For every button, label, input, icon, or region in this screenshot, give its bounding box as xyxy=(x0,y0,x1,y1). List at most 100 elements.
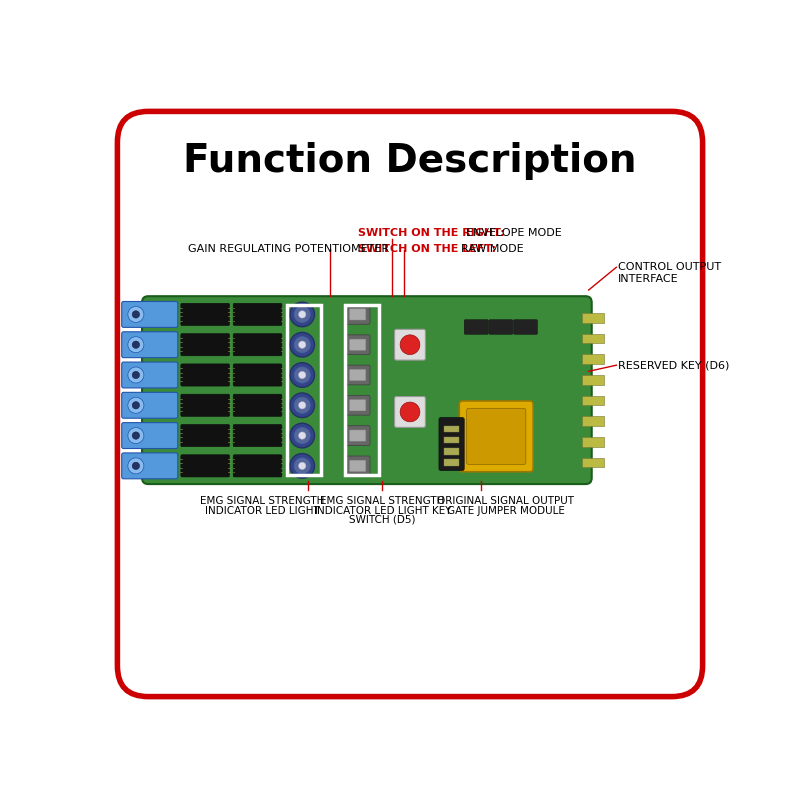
Text: SWITCH (D5): SWITCH (D5) xyxy=(349,515,415,525)
FancyBboxPatch shape xyxy=(181,454,230,477)
Bar xyxy=(444,426,459,432)
Circle shape xyxy=(298,310,306,318)
Bar xyxy=(582,334,604,343)
Circle shape xyxy=(298,341,306,349)
Text: EMG SIGNAL STRENGTH: EMG SIGNAL STRENGTH xyxy=(320,496,445,506)
Circle shape xyxy=(132,432,139,439)
Bar xyxy=(582,416,604,426)
FancyBboxPatch shape xyxy=(181,394,230,416)
FancyBboxPatch shape xyxy=(346,335,370,354)
Text: INTERFACE: INTERFACE xyxy=(618,274,679,284)
FancyBboxPatch shape xyxy=(181,364,230,386)
FancyBboxPatch shape xyxy=(181,425,230,446)
FancyBboxPatch shape xyxy=(466,408,526,464)
Circle shape xyxy=(290,302,314,326)
Text: GATE JUMPER MODULE: GATE JUMPER MODULE xyxy=(446,506,565,516)
Bar xyxy=(444,459,459,466)
Circle shape xyxy=(290,332,314,357)
FancyBboxPatch shape xyxy=(181,303,230,326)
Circle shape xyxy=(132,402,139,409)
FancyBboxPatch shape xyxy=(394,397,426,427)
FancyBboxPatch shape xyxy=(122,362,178,388)
FancyBboxPatch shape xyxy=(350,430,366,441)
FancyBboxPatch shape xyxy=(346,395,370,415)
Circle shape xyxy=(290,454,314,478)
Circle shape xyxy=(294,398,310,414)
Circle shape xyxy=(128,367,144,383)
Circle shape xyxy=(298,402,306,409)
Text: RESERVED KEY (D6): RESERVED KEY (D6) xyxy=(618,360,730,370)
Text: EMG SIGNAL STRENGTH: EMG SIGNAL STRENGTH xyxy=(200,496,324,506)
FancyBboxPatch shape xyxy=(489,320,513,334)
Circle shape xyxy=(298,432,306,439)
Bar xyxy=(582,458,604,467)
FancyBboxPatch shape xyxy=(514,320,538,334)
Circle shape xyxy=(128,306,144,322)
FancyBboxPatch shape xyxy=(118,111,702,697)
Text: SWITCH ON THE RIGHT:: SWITCH ON THE RIGHT: xyxy=(358,228,504,238)
Circle shape xyxy=(290,362,314,387)
FancyBboxPatch shape xyxy=(346,365,370,385)
Bar xyxy=(582,375,604,385)
FancyBboxPatch shape xyxy=(346,456,370,476)
Bar xyxy=(286,306,321,475)
FancyBboxPatch shape xyxy=(439,418,464,470)
Circle shape xyxy=(294,427,310,443)
FancyBboxPatch shape xyxy=(394,330,426,360)
Circle shape xyxy=(298,371,306,378)
FancyBboxPatch shape xyxy=(122,332,178,358)
Circle shape xyxy=(400,335,420,354)
Circle shape xyxy=(298,462,306,470)
FancyBboxPatch shape xyxy=(122,422,178,449)
Circle shape xyxy=(294,337,310,353)
Text: SWITCH ON THE LEFT:: SWITCH ON THE LEFT: xyxy=(358,244,496,254)
Text: INDICATOR LED LIGHT KEY: INDICATOR LED LIGHT KEY xyxy=(314,506,451,515)
Text: ORIGINAL SIGNAL OUTPUT: ORIGINAL SIGNAL OUTPUT xyxy=(437,496,574,506)
Bar xyxy=(582,437,604,446)
FancyBboxPatch shape xyxy=(181,334,230,356)
Circle shape xyxy=(290,423,314,448)
Circle shape xyxy=(128,398,144,414)
FancyBboxPatch shape xyxy=(234,334,282,356)
Circle shape xyxy=(128,427,144,443)
FancyBboxPatch shape xyxy=(234,303,282,326)
Circle shape xyxy=(290,393,314,418)
FancyBboxPatch shape xyxy=(234,364,282,386)
Text: ENVELOPE MODE: ENVELOPE MODE xyxy=(466,228,562,238)
FancyBboxPatch shape xyxy=(122,392,178,418)
FancyBboxPatch shape xyxy=(459,401,534,472)
Text: INDICATOR LED LIGHT: INDICATOR LED LIGHT xyxy=(205,506,319,516)
Circle shape xyxy=(132,341,139,349)
Circle shape xyxy=(132,310,139,318)
FancyBboxPatch shape xyxy=(346,305,370,324)
Circle shape xyxy=(294,458,310,474)
Circle shape xyxy=(132,371,139,378)
Text: Function Description: Function Description xyxy=(183,142,637,180)
FancyBboxPatch shape xyxy=(350,309,366,320)
FancyBboxPatch shape xyxy=(142,296,592,484)
FancyBboxPatch shape xyxy=(350,460,366,471)
Bar xyxy=(346,306,379,475)
Bar xyxy=(582,313,604,322)
Bar xyxy=(582,354,604,364)
Circle shape xyxy=(132,462,139,470)
Bar xyxy=(582,395,604,406)
Circle shape xyxy=(128,458,144,474)
FancyBboxPatch shape xyxy=(234,454,282,477)
FancyBboxPatch shape xyxy=(350,370,366,381)
Circle shape xyxy=(128,337,144,353)
FancyBboxPatch shape xyxy=(122,453,178,478)
Bar xyxy=(444,448,459,454)
Circle shape xyxy=(294,367,310,383)
FancyBboxPatch shape xyxy=(346,426,370,446)
FancyBboxPatch shape xyxy=(234,425,282,446)
Circle shape xyxy=(294,306,310,322)
FancyBboxPatch shape xyxy=(350,339,366,350)
FancyBboxPatch shape xyxy=(122,302,178,327)
FancyBboxPatch shape xyxy=(464,320,488,334)
FancyBboxPatch shape xyxy=(234,394,282,416)
Text: RAW MODE: RAW MODE xyxy=(461,244,524,254)
FancyBboxPatch shape xyxy=(350,400,366,411)
Text: GAIN REGULATING POTENTIOMETER: GAIN REGULATING POTENTIOMETER xyxy=(188,244,390,254)
Bar xyxy=(444,438,459,443)
